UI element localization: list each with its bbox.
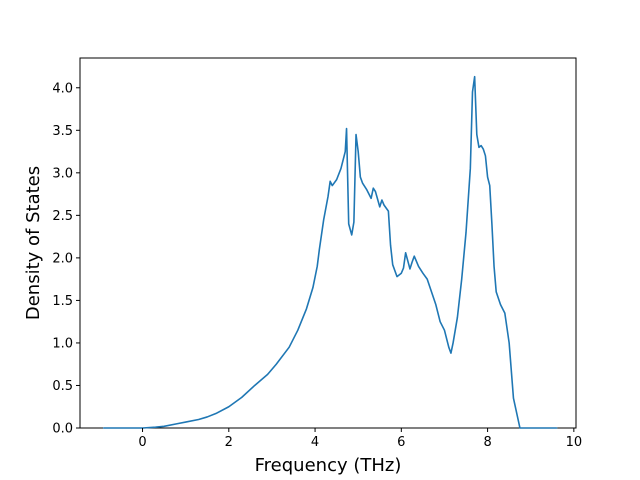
x-tick-label: 6 xyxy=(397,435,405,450)
x-tick-label: 4 xyxy=(311,435,319,450)
y-tick-label: 4.0 xyxy=(52,81,73,96)
y-tick-label: 1.5 xyxy=(52,294,73,309)
y-tick-label: 3.0 xyxy=(52,166,73,181)
y-tick-label: 2.5 xyxy=(52,209,73,224)
x-axis-title: Frequency (THz) xyxy=(255,455,402,476)
y-tick-label: 2.0 xyxy=(52,251,73,266)
y-tick-label: 0.5 xyxy=(52,379,73,394)
x-tick-label: 8 xyxy=(483,435,491,450)
y-axis-ticks: 0.0 0.5 1.0 1.5 2.0 2.5 3.0 3.5 4.0 xyxy=(52,81,80,437)
y-tick-label: 3.5 xyxy=(52,124,73,139)
y-tick-label: 1.0 xyxy=(52,336,73,351)
x-tick-label: 2 xyxy=(225,435,233,450)
x-axis-ticks: 0 2 4 6 8 10 xyxy=(138,428,582,450)
x-tick-label: 0 xyxy=(138,435,146,450)
y-axis-title: Density of States xyxy=(23,166,44,320)
series-line-dos xyxy=(102,75,558,429)
y-tick-label: 0.0 xyxy=(52,422,73,437)
plot-frame xyxy=(79,57,577,429)
x-tick-label: 10 xyxy=(566,435,583,450)
